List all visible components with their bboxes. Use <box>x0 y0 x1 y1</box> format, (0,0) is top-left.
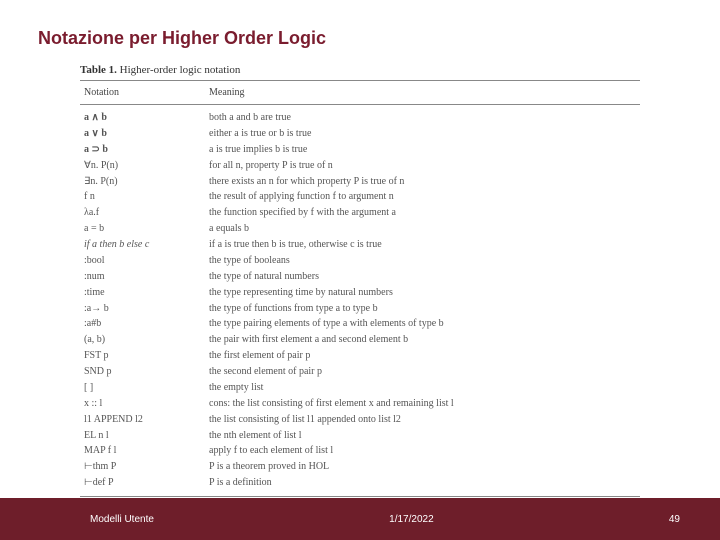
notation-cell: :bool <box>80 253 205 269</box>
meaning-cell: P is a definition <box>205 475 640 496</box>
col-notation: Notation <box>80 81 205 105</box>
notation-cell: EL n l <box>80 427 205 443</box>
notation-cell: FST p <box>80 348 205 364</box>
table-row: (a, b)the pair with first element a and … <box>80 332 640 348</box>
notation-cell: x :: l <box>80 396 205 412</box>
footer-date: 1/17/2022 <box>154 514 669 525</box>
table-row: a ⊃ ba is true implies b is true <box>80 142 640 158</box>
meaning-cell: the type of natural numbers <box>205 269 640 285</box>
notation-cell: a ∧ b <box>80 105 205 126</box>
table-row: ∃n. P(n)there exists an n for which prop… <box>80 173 640 189</box>
meaning-cell: the result of applying function f to arg… <box>205 189 640 205</box>
table-row: ∀n. P(n)for all n, property P is true of… <box>80 157 640 173</box>
table-row: SND pthe second element of pair p <box>80 364 640 380</box>
table-row: a ∨ beither a is true or b is true <box>80 126 640 142</box>
meaning-cell: the second element of pair p <box>205 364 640 380</box>
table-row: l1 APPEND l2the list consisting of list … <box>80 411 640 427</box>
meaning-cell: there exists an n for which property P i… <box>205 173 640 189</box>
meaning-cell: the type of functions from type a to typ… <box>205 300 640 316</box>
notation-cell: :a→ b <box>80 300 205 316</box>
notation-cell: a = b <box>80 221 205 237</box>
table-caption: Table 1. Higher-order logic notation <box>80 64 640 76</box>
meaning-cell: the type pairing elements of type a with… <box>205 316 640 332</box>
notation-table: Notation Meaning a ∧ bboth a and b are t… <box>80 80 640 497</box>
notation-cell: (a, b) <box>80 332 205 348</box>
meaning-cell: the function specified by f with the arg… <box>205 205 640 221</box>
meaning-cell: the first element of pair p <box>205 348 640 364</box>
meaning-cell: the nth element of list l <box>205 427 640 443</box>
table-row: if a then b else cif a is true then b is… <box>80 237 640 253</box>
table-row: [ ]the empty list <box>80 380 640 396</box>
notation-cell: ∃n. P(n) <box>80 173 205 189</box>
meaning-cell: the type representing time by natural nu… <box>205 284 640 300</box>
notation-cell: a ⊃ b <box>80 142 205 158</box>
meaning-cell: P is a theorem proved in HOL <box>205 459 640 475</box>
notation-cell: ⊢thm P <box>80 459 205 475</box>
meaning-cell: the pair with first element a and second… <box>205 332 640 348</box>
notation-cell: :a#b <box>80 316 205 332</box>
footer-left: Modelli Utente <box>90 514 154 525</box>
meaning-cell: the type of booleans <box>205 253 640 269</box>
meaning-cell: apply f to each element of list l <box>205 443 640 459</box>
table-row: :a→ bthe type of functions from type a t… <box>80 300 640 316</box>
slide-footer: Modelli Utente 1/17/2022 49 <box>0 498 720 540</box>
meaning-cell: the list consisting of list l1 appended … <box>205 411 640 427</box>
meaning-cell: the empty list <box>205 380 640 396</box>
notation-cell: if a then b else c <box>80 237 205 253</box>
table-row: f nthe result of applying function f to … <box>80 189 640 205</box>
caption-text: Higher-order logic notation <box>120 64 241 76</box>
table-row: FST pthe first element of pair p <box>80 348 640 364</box>
table-row: a = ba equals b <box>80 221 640 237</box>
table-header-row: Notation Meaning <box>80 81 640 105</box>
footer-page-number: 49 <box>669 514 680 525</box>
notation-table-area: Table 1. Higher-order logic notation Not… <box>80 64 640 497</box>
meaning-cell: a equals b <box>205 221 640 237</box>
notation-cell: :time <box>80 284 205 300</box>
table-body: a ∧ bboth a and b are truea ∨ beither a … <box>80 105 640 497</box>
table-row: λa.fthe function specified by f with the… <box>80 205 640 221</box>
table-row: :a#bthe type pairing elements of type a … <box>80 316 640 332</box>
notation-cell: SND p <box>80 364 205 380</box>
notation-cell: a ∨ b <box>80 126 205 142</box>
table-row: :numthe type of natural numbers <box>80 269 640 285</box>
meaning-cell: if a is true then b is true, otherwise c… <box>205 237 640 253</box>
meaning-cell: for all n, property P is true of n <box>205 157 640 173</box>
notation-cell: ∀n. P(n) <box>80 157 205 173</box>
notation-cell: λa.f <box>80 205 205 221</box>
meaning-cell: cons: the list consisting of first eleme… <box>205 396 640 412</box>
table-row: ⊢thm PP is a theorem proved in HOL <box>80 459 640 475</box>
notation-cell: :num <box>80 269 205 285</box>
col-meaning: Meaning <box>205 81 640 105</box>
notation-cell: MAP f l <box>80 443 205 459</box>
notation-cell: f n <box>80 189 205 205</box>
meaning-cell: a is true implies b is true <box>205 142 640 158</box>
table-row: ⊢def PP is a definition <box>80 475 640 496</box>
table-row: EL n lthe nth element of list l <box>80 427 640 443</box>
meaning-cell: both a and b are true <box>205 105 640 126</box>
notation-cell: l1 APPEND l2 <box>80 411 205 427</box>
table-row: :timethe type representing time by natur… <box>80 284 640 300</box>
caption-label: Table 1. <box>80 64 117 76</box>
notation-cell: [ ] <box>80 380 205 396</box>
slide-title: Notazione per Higher Order Logic <box>38 28 326 49</box>
table-row: x :: lcons: the list consisting of first… <box>80 396 640 412</box>
meaning-cell: either a is true or b is true <box>205 126 640 142</box>
notation-cell: ⊢def P <box>80 475 205 496</box>
table-row: MAP f lapply f to each element of list l <box>80 443 640 459</box>
table-row: :boolthe type of booleans <box>80 253 640 269</box>
table-row: a ∧ bboth a and b are true <box>80 105 640 126</box>
